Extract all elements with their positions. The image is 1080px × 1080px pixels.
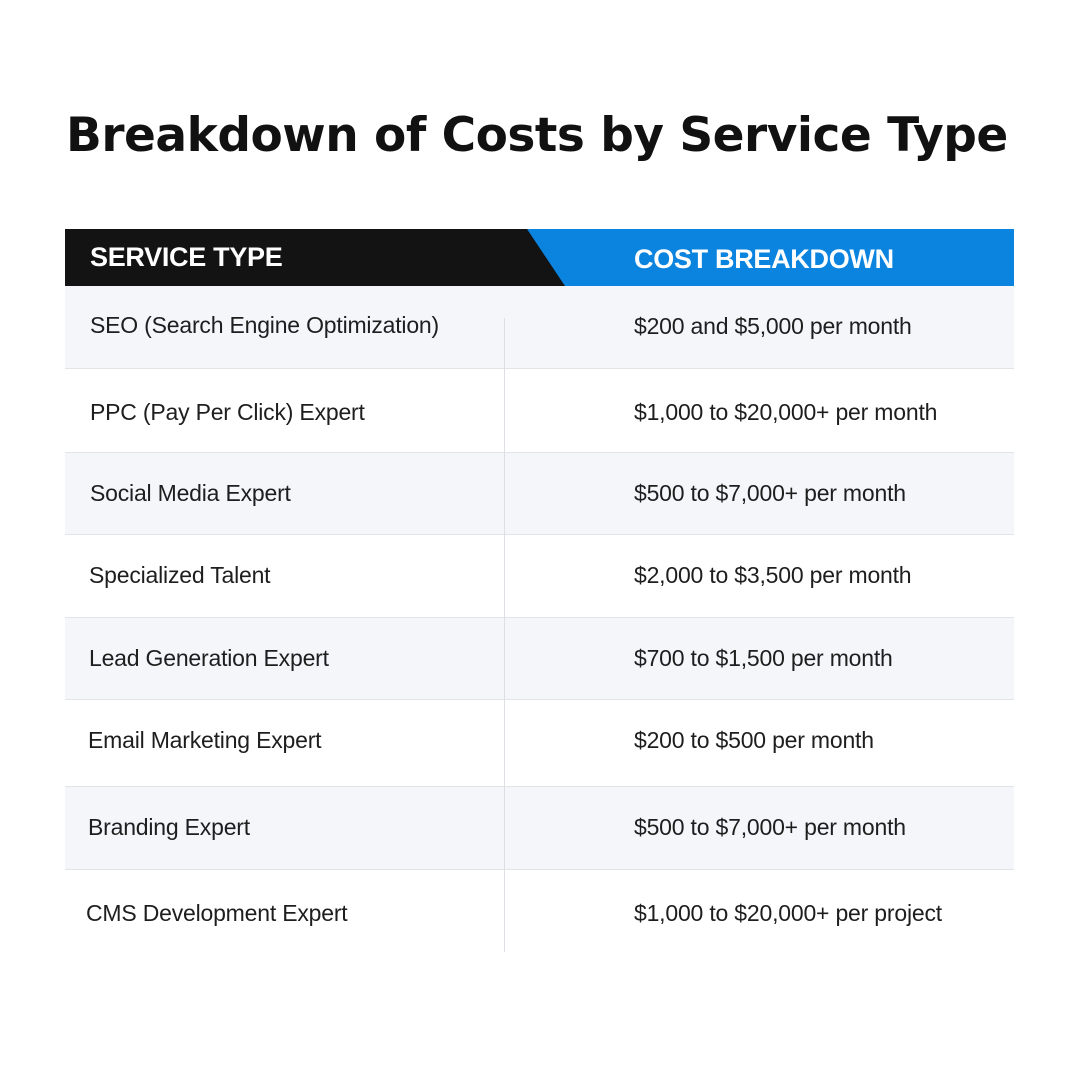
service-cell: SEO (Search Engine Optimization) [90, 312, 439, 338]
table-header: SERVICE TYPE COST BREAKDOWN [65, 229, 1014, 286]
cost-cell: $500 to $7,000+ per month [634, 479, 906, 506]
cost-cell: $700 to $1,500 per month [634, 644, 893, 671]
cost-cell: $2,000 to $3,500 per month [634, 562, 912, 588]
service-cell: Email Marketing Expert [88, 727, 322, 753]
service-cell: Specialized Talent [89, 562, 271, 588]
cost-cell: $1,000 to $20,000+ per project [634, 899, 942, 926]
service-cell: Social Media Expert [90, 479, 291, 506]
table-row: CMS Development Expert $1,000 to $20,000… [65, 870, 1014, 954]
page-title: Breakdown of Costs by Service Type [66, 108, 1008, 163]
cost-cell: $1,000 to $20,000+ per month [634, 398, 938, 425]
table-row: SEO (Search Engine Optimization) $200 an… [65, 286, 1014, 369]
column-divider [504, 318, 505, 952]
table-row: Branding Expert $500 to $7,000+ per mont… [65, 787, 1014, 870]
service-cell: CMS Development Expert [86, 899, 348, 926]
service-cell: Branding Expert [88, 814, 250, 840]
table-body: SEO (Search Engine Optimization) $200 an… [65, 286, 1014, 954]
cost-cell: $200 and $5,000 per month [634, 313, 912, 339]
table-row: Social Media Expert $500 to $7,000+ per … [65, 452, 1014, 535]
table-row: Email Marketing Expert $200 to $500 per … [65, 700, 1014, 787]
table-row: PPC (Pay Per Click) Expert $1,000 to $20… [65, 369, 1014, 453]
cost-cell: $200 to $500 per month [634, 727, 874, 753]
service-cell: PPC (Pay Per Click) Expert [90, 398, 365, 425]
header-service-type: SERVICE TYPE [90, 242, 283, 272]
service-cell: Lead Generation Expert [89, 644, 329, 671]
table-row: Specialized Talent $2,000 to $3,500 per … [65, 535, 1014, 618]
cost-cell: $500 to $7,000+ per month [634, 814, 906, 840]
header-dark-band [65, 229, 565, 286]
header-cost-breakdown: COST BREAKDOWN [634, 244, 894, 274]
table-row: Lead Generation Expert $700 to $1,500 pe… [65, 617, 1014, 700]
